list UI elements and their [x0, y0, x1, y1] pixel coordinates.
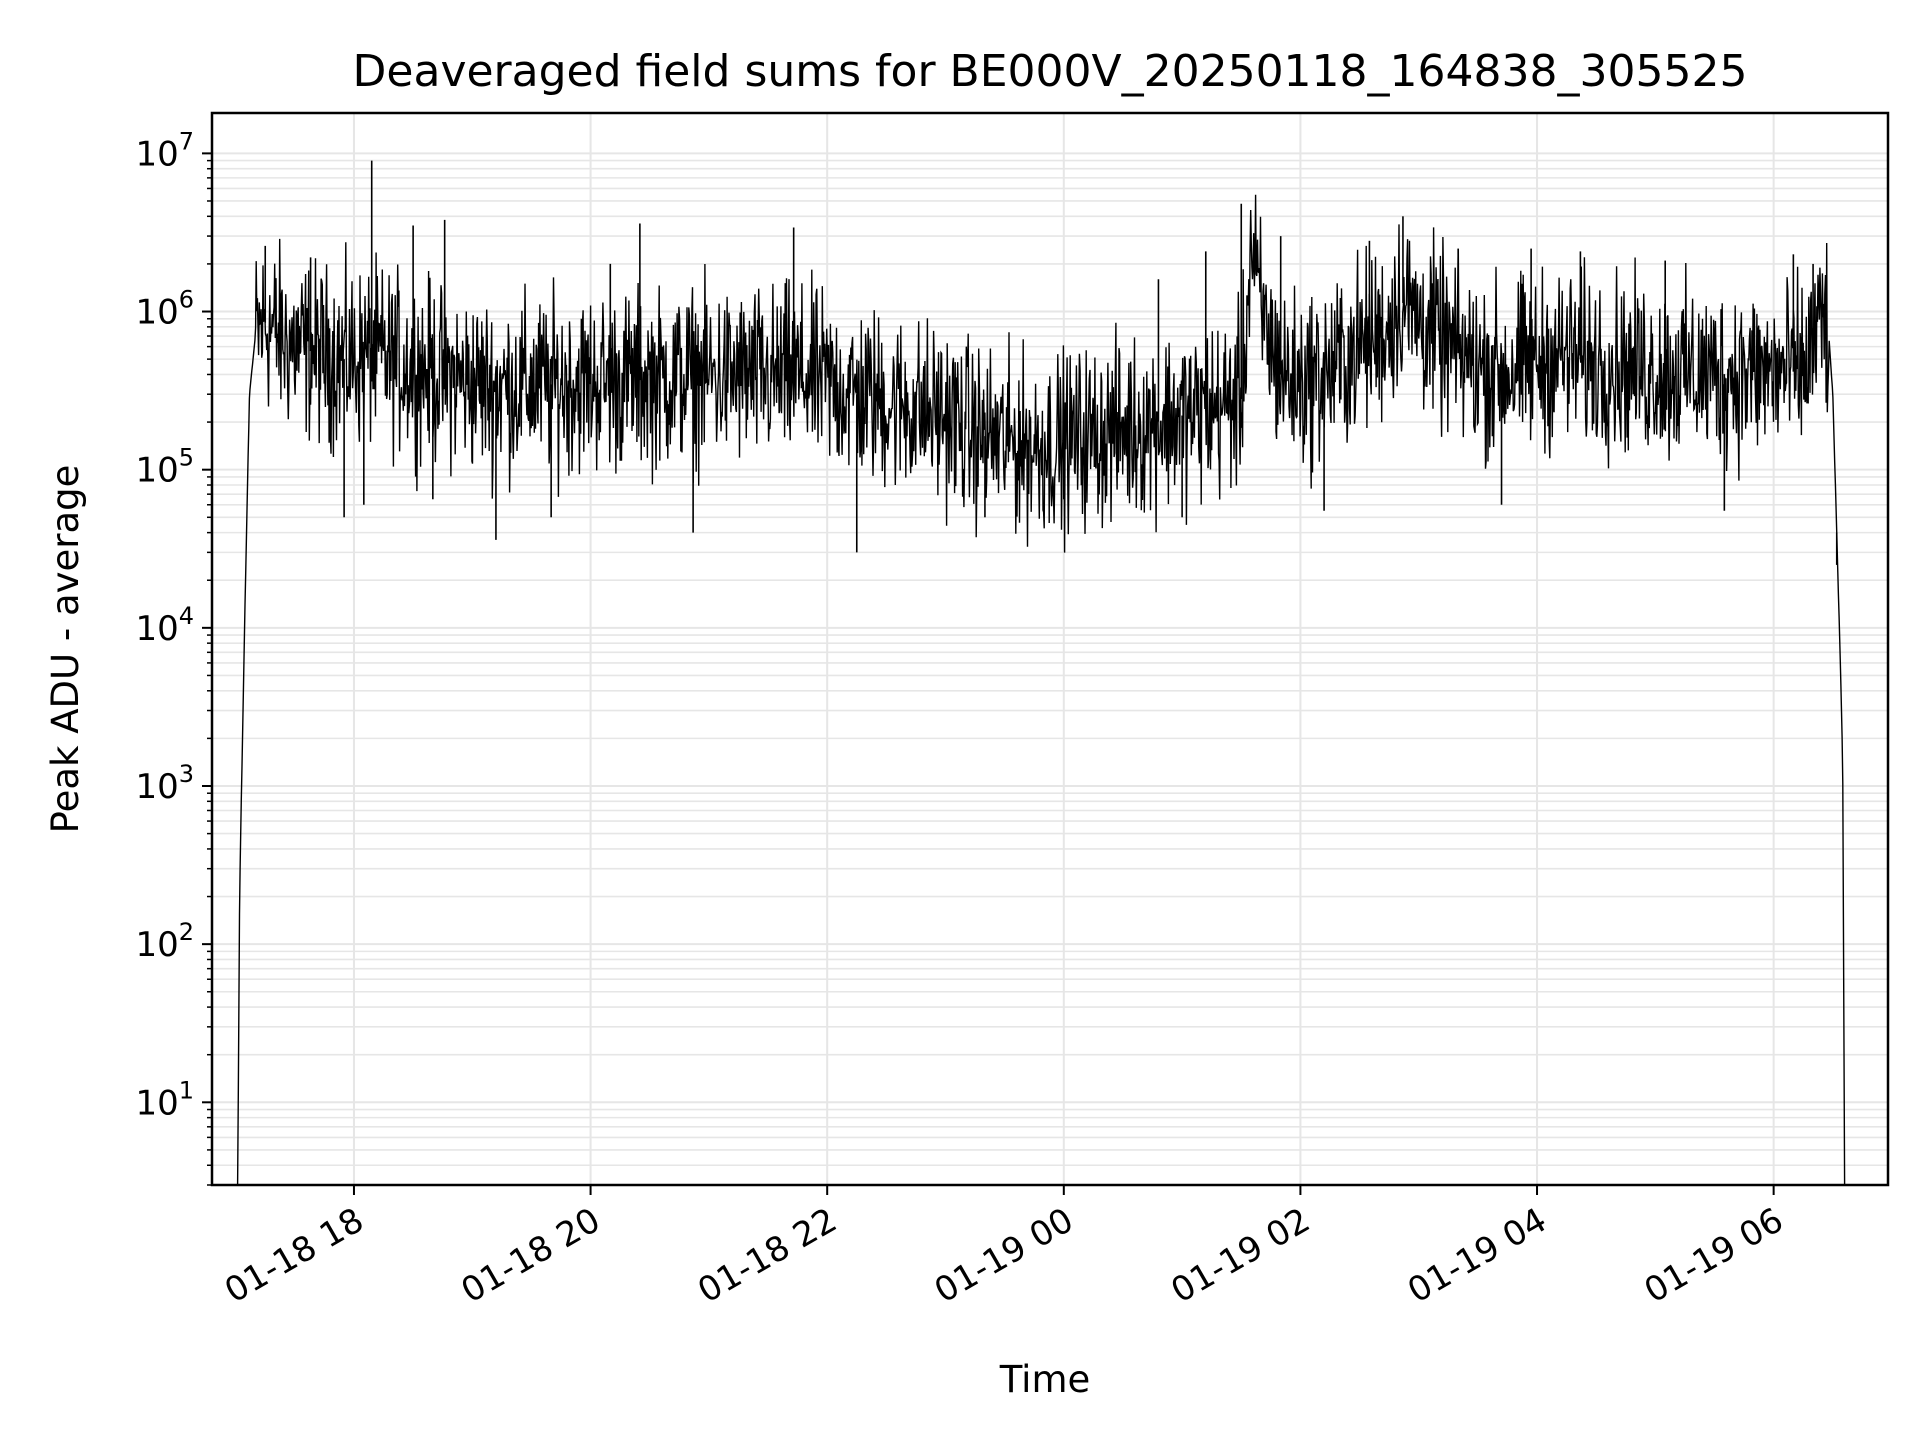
- x-tick-label: 01-19 04: [1401, 1200, 1553, 1311]
- y-tick-label: 103: [135, 760, 194, 807]
- chart-title: Deaveraged field sums for BE000V_2025011…: [353, 46, 1748, 97]
- grid-lines: [212, 113, 1888, 1186]
- x-tick-label: 01-19 00: [928, 1200, 1080, 1311]
- y-axis-ticks: 101 102 103 104 105 106 107: [135, 127, 212, 1186]
- x-tick-label: 01-18 22: [691, 1200, 843, 1311]
- plot-frame: [210, 111, 1890, 1187]
- y-tick-label: 102: [135, 918, 194, 965]
- x-tick-label: 01-18 20: [455, 1200, 607, 1311]
- series-line: [236, 194, 1846, 1186]
- x-axis-ticks: 01-18 18 01-18 20 01-18 22 01-19 00 01-19 02…: [218, 1185, 1790, 1311]
- y-tick-label: 105: [135, 444, 194, 491]
- y-tick-label: 106: [135, 286, 194, 333]
- data-series: [236, 160, 1846, 1186]
- x-tick-label: 01-18 18: [218, 1200, 370, 1311]
- x-tick-label: 01-19 02: [1165, 1200, 1317, 1311]
- y-tick-label: 101: [135, 1076, 194, 1123]
- x-axis-label: Time: [999, 1358, 1091, 1401]
- y-axis-label: Peak ADU - average: [44, 465, 87, 834]
- y-tick-label: 104: [135, 602, 194, 649]
- y-tick-label: 107: [135, 127, 194, 174]
- x-tick-label: 01-19 06: [1638, 1200, 1790, 1311]
